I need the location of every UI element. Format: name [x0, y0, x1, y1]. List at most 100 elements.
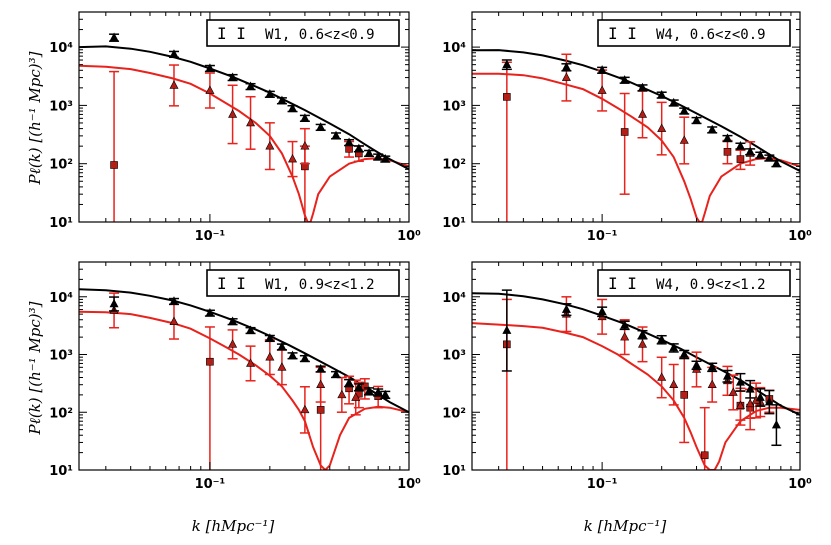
- x-tick-label: 10⁰: [788, 229, 812, 244]
- monopole-point: [265, 89, 275, 98]
- legend-errorbar-glyph: I I: [217, 24, 246, 43]
- y-tick-label: 10²: [442, 406, 466, 421]
- hexadecapole-point: [728, 387, 738, 396]
- y-tick-label: 10¹: [442, 216, 466, 231]
- quadrupole-triangle-point: [246, 117, 256, 127]
- quadrupole-square-point: [620, 128, 629, 136]
- x-tick-label: 10⁻¹: [195, 477, 226, 492]
- monopole-point: [169, 49, 179, 58]
- y-tick-label: 10⁴: [49, 41, 73, 56]
- quadrupole-square-point: [345, 145, 353, 153]
- monopole-point: [373, 387, 383, 396]
- legend-errorbar-glyph: I I: [608, 274, 637, 293]
- monopole-point: [288, 103, 298, 112]
- legend-box: [206, 269, 400, 297]
- y-tick-label: 10²: [49, 158, 73, 173]
- legend-errorbar-glyph: I I: [217, 274, 246, 293]
- monopole-point: [344, 377, 354, 387]
- monopole-point: [638, 82, 648, 92]
- quadrupole-triangle-point: [277, 362, 287, 371]
- monopole-point: [502, 325, 512, 334]
- monopole-point: [707, 362, 717, 371]
- monopole-point: [316, 363, 326, 373]
- legend: I I W4, 0.9<z<1.2: [597, 269, 791, 297]
- monopole-point: [300, 353, 310, 362]
- monopole-point: [597, 306, 607, 316]
- monopole-point: [331, 130, 341, 140]
- axes-frame: [78, 261, 410, 471]
- monopole-point: [228, 72, 238, 81]
- quadrupole-triangle-point: [265, 141, 275, 150]
- monopole-point: [380, 389, 390, 399]
- monopole-point: [692, 115, 702, 124]
- quadrupole-triangle-point: [316, 379, 326, 389]
- x-tick-label: 10⁻¹: [587, 477, 618, 492]
- quadrupole-triangle-point: [707, 379, 717, 389]
- quadrupole-square-point: [503, 93, 511, 101]
- monopole-point: [316, 122, 326, 131]
- y-axis-label-bottom: Pℓ(k) [(h⁻¹ Mpc)³]: [26, 301, 44, 435]
- y-tick-label: 10³: [49, 349, 73, 364]
- legend: I I W1, 0.9<z<1.2: [206, 269, 400, 297]
- plot-area: [79, 288, 409, 470]
- monopole-point: [246, 81, 256, 90]
- monopole-point: [561, 62, 571, 71]
- y-tick-label: 10¹: [49, 464, 73, 479]
- monopole-point: [735, 377, 745, 386]
- hexadecapole-point: [337, 389, 347, 399]
- quadrupole-triangle-point: [657, 372, 667, 381]
- quadrupole-model-line: [79, 64, 409, 222]
- legend-errorbar-glyph: I I: [608, 24, 637, 43]
- y-tick-label: 10²: [49, 406, 73, 421]
- panel-1: 10⁻¹ 10⁰ 10¹ 10² 10³ 10⁴ I I W1, 0.6<z<0.9: [49, 11, 421, 244]
- axes-frame: [78, 11, 410, 223]
- monopole-point: [561, 304, 571, 313]
- monopole-point: [344, 137, 354, 146]
- monopole-point: [722, 133, 732, 142]
- legend-label: W1, 0.6<z<0.9: [265, 27, 375, 43]
- monopole-point: [745, 146, 755, 156]
- legend-label: W4, 0.9<z<1.2: [656, 277, 766, 293]
- monopole-point: [657, 334, 667, 344]
- axes-frame: [471, 261, 801, 471]
- monopole-point: [764, 152, 774, 162]
- monopole-point: [745, 384, 755, 393]
- legend-label: W1, 0.9<z<1.2: [265, 277, 375, 293]
- quadrupole-triangle-point: [300, 404, 310, 414]
- quadrupole-triangle-point: [205, 85, 215, 94]
- hexadecapole-point: [679, 135, 689, 144]
- quadrupole-square-point: [206, 357, 214, 366]
- quadrupole-triangle-point: [169, 316, 179, 325]
- monopole-point: [679, 349, 689, 358]
- monopole-point: [657, 89, 667, 99]
- monopole-model-line: [79, 45, 409, 171]
- quadrupole-triangle-point: [597, 85, 607, 94]
- monopole-point: [764, 396, 774, 406]
- monopole-point: [638, 329, 648, 339]
- monopole-point: [620, 320, 630, 329]
- monopole-point: [380, 153, 390, 163]
- y-tick-label: 10²: [442, 158, 466, 173]
- quadrupole-square-point: [700, 451, 709, 460]
- monopole-point: [620, 75, 630, 84]
- quadrupole-square-point: [316, 406, 325, 414]
- panel-3: 10⁻¹ 10⁰ 10¹ 10² 10³ 10⁴ I I W1, 0.9<z<1.2: [49, 261, 421, 492]
- monopole-point: [692, 360, 702, 369]
- monopole-point: [771, 158, 781, 167]
- quadrupole-triangle-point: [620, 331, 630, 341]
- monopole-point: [169, 296, 179, 305]
- monopole-point: [364, 148, 374, 157]
- plot-area: [472, 289, 800, 470]
- panel-2: 10⁻¹ 10⁰ 10¹ 10² 10³ 10⁴ I I W4, 0.6<z<0.9: [442, 11, 812, 244]
- x-axis-label-right: k [hMpc⁻¹]: [584, 517, 667, 535]
- monopole-point: [246, 325, 256, 334]
- monopole-point: [735, 141, 745, 150]
- plot-area: [79, 32, 409, 222]
- x-tick-label: 10⁻¹: [587, 229, 618, 244]
- monopole-point: [205, 63, 215, 72]
- monopole-point: [228, 316, 238, 325]
- monopole-model-line: [472, 49, 800, 172]
- monopole-point: [771, 419, 781, 429]
- legend: I I W1, 0.6<z<0.9: [206, 19, 400, 47]
- quadrupole-triangle-point: [735, 400, 745, 409]
